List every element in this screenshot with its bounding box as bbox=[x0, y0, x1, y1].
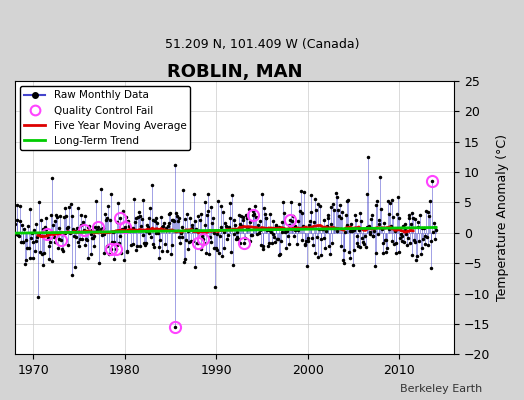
Y-axis label: Temperature Anomaly (°C): Temperature Anomaly (°C) bbox=[496, 134, 509, 301]
Title: ROBLIN, MAN: ROBLIN, MAN bbox=[167, 63, 302, 81]
Text: 51.209 N, 101.409 W (Canada): 51.209 N, 101.409 W (Canada) bbox=[165, 38, 359, 51]
Legend: Raw Monthly Data, Quality Control Fail, Five Year Moving Average, Long-Term Tren: Raw Monthly Data, Quality Control Fail, … bbox=[20, 86, 190, 150]
Text: Berkeley Earth: Berkeley Earth bbox=[400, 384, 482, 394]
